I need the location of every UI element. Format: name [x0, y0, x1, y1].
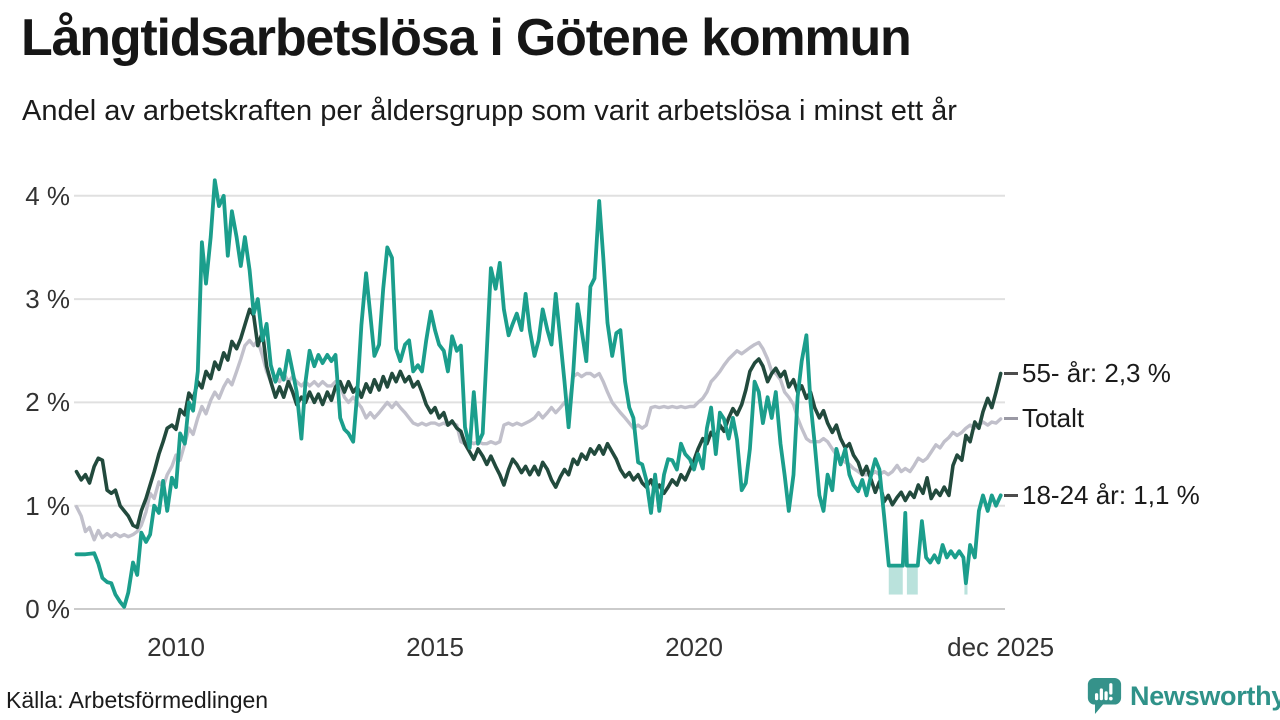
y-axis-tick-label: 1 %: [25, 490, 70, 521]
chart-subtitle: Andel av arbetskraften per åldersgrupp s…: [22, 95, 957, 127]
annotation-dash-icon: [1004, 493, 1018, 497]
source-note: Källa: Arbetsförmedlingen: [6, 687, 269, 713]
x-axis-tick-label: 2015: [406, 632, 464, 662]
newsworthy-logo-text: Newsworthy: [1130, 680, 1280, 711]
y-axis-tick-label: 3 %: [25, 284, 70, 315]
y-axis-tick-label: 4 %: [25, 180, 70, 211]
y-axis-tick-label: 2 %: [25, 387, 70, 418]
x-axis-tick-label: 2020: [665, 632, 723, 662]
series-line-totalt: [74, 338, 1003, 542]
annotation-label: Totalt: [1022, 403, 1085, 434]
newsworthy-logo[interactable]: Newsworthy: [1085, 675, 1280, 717]
series-annotation-18-24-r: 18-24 år: 1,1 %: [1004, 479, 1200, 511]
series-line-18-24-r: [74, 178, 1003, 609]
x-axis-tick-label: 2010: [147, 632, 205, 662]
series-annotation-totalt: Totalt: [1004, 403, 1084, 435]
page-title: Långtidsarbetslösa i Götene kommun: [21, 9, 912, 67]
annotation-dash-icon: [1004, 417, 1018, 421]
series-line-55-r: [74, 307, 1003, 530]
annotation-dash-icon: [1004, 371, 1018, 375]
y-axis-tick-label: 0 %: [25, 594, 70, 624]
series-annotation-55-r: 55- år: 2,3 %: [1004, 357, 1171, 389]
uncertainty-band: [906, 565, 918, 595]
x-axis-tick-label: dec 2025: [947, 632, 1055, 662]
newsworthy-speech-bubble-chart-icon: [1085, 675, 1123, 717]
annotation-label: 55- år: 2,3 %: [1022, 357, 1171, 388]
uncertainty-band: [964, 583, 968, 595]
uncertainty-band: [888, 565, 903, 595]
annotation-label: 18-24 år: 1,1 %: [1022, 479, 1200, 510]
